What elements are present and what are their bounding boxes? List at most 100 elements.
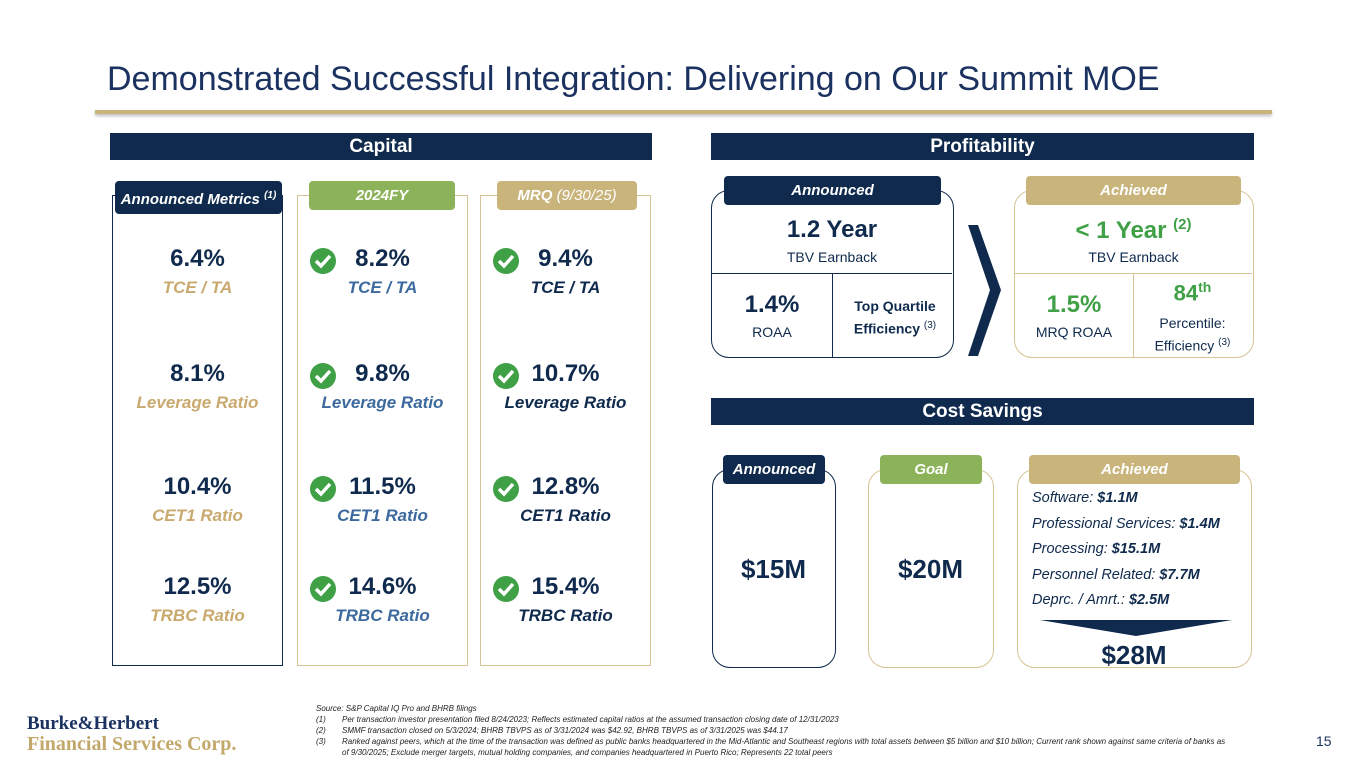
footnote-text: Per transaction investor presentation fi… (342, 715, 839, 724)
check-icon (493, 363, 519, 389)
source: Source: S&P Capital IQ Pro and BHRB fili… (316, 704, 477, 713)
value: $15M (740, 554, 807, 584)
headline: < 1 Year (2) (1015, 216, 1252, 245)
footnote-text: Ranked against peers, which at the time … (342, 737, 1226, 757)
metric-value: 9.8% (355, 360, 410, 387)
text: 84 (1173, 280, 1199, 306)
text: Percentile: Efficiency (1154, 315, 1226, 354)
item-label: Professional Services: (1032, 515, 1176, 532)
label: ROAA (752, 324, 792, 340)
saving-item: Personnel Related: $7.7M (1032, 567, 1220, 593)
saving-item: Software: $1.1M (1032, 490, 1220, 516)
footnote-num: (1) (316, 715, 326, 724)
tab-label: Announced Metrics (120, 191, 260, 208)
metric-value: 12.8% (531, 473, 600, 500)
divider (832, 273, 833, 357)
footnote-num: (2) (316, 726, 326, 735)
metric-label: TRBC Ratio (335, 606, 430, 625)
note: (3) (923, 320, 937, 331)
check-icon (310, 576, 336, 602)
footnote: (1) Per transaction investor presentation… (316, 714, 1226, 725)
arrow (1040, 620, 1232, 636)
footnote: (2) SMMF transaction closed on 5/3/2024; … (316, 725, 1226, 736)
footnote-num: (3) (316, 737, 326, 746)
item-value: $1.1M (1097, 490, 1138, 506)
metric-value: 10.7% (531, 360, 600, 387)
tab: Achieved (1026, 176, 1241, 205)
check-icon (493, 248, 519, 274)
metric-label: Leverage Ratio (504, 393, 627, 412)
note: (1) (264, 190, 277, 201)
check-icon (493, 476, 519, 502)
achieved-box: < 1 Year (2) TBV Earnback 1.5% MRQ ROAA … (1014, 190, 1254, 358)
profitability-header: Profitability (711, 133, 1254, 160)
metric-label: TRBC Ratio (150, 606, 245, 625)
title-rule (95, 110, 1272, 114)
page-number: 15 (1316, 733, 1332, 749)
value: $20M (897, 554, 964, 584)
metric-value: 11.5% (349, 473, 416, 500)
check-icon (310, 476, 336, 502)
item-label: Processing: (1032, 541, 1108, 557)
saving-item: Deprc. / Amrt.: $2.5M (1032, 592, 1220, 618)
column-tab: MRQ (9/30/25) (497, 181, 637, 210)
item-label: Personnel Related: (1032, 566, 1156, 583)
saving-item: Professional Services: $1.4M (1032, 516, 1220, 542)
label: Top Quartile Efficiency (3) (840, 296, 950, 339)
column-tab: Announced Metrics (1) (115, 181, 282, 214)
headline-sub: TBV Earnback (1088, 249, 1179, 265)
headline: 1.2 Year (786, 216, 878, 243)
value: 1.5% (1046, 291, 1102, 318)
title: Demonstrated Successful Integration: Del… (107, 60, 1160, 98)
metric-label: Leverage Ratio (136, 393, 259, 412)
text: Top Quartile Efficiency (853, 298, 936, 337)
metric-label: CET1 Ratio (337, 506, 428, 525)
metric-value: 8.2% (355, 245, 410, 272)
list: Software: $1.1M Professional Services: $1… (1032, 490, 1220, 618)
check-icon (310, 363, 336, 389)
arrow (968, 225, 1001, 356)
tab: Goal (880, 455, 982, 484)
suffix: th (1198, 279, 1212, 295)
footnote-text: SMMF transaction closed on 5/3/2024; BHR… (342, 726, 788, 735)
metric-value: 10.4% (163, 473, 232, 500)
label: MRQ ROAA (1035, 324, 1113, 340)
metric-value: 9.4% (538, 245, 593, 272)
metric-value: 8.1% (170, 360, 225, 387)
total: $28M (1101, 640, 1167, 670)
achieved-box: Software: $1.1M Professional Services: $1… (1017, 469, 1252, 670)
goal-box: $20M (868, 469, 994, 668)
announced-box: 1.2 Year TBV Earnback 1.4% ROAA Top Quar… (711, 190, 954, 358)
check-icon (310, 248, 336, 274)
headline-sub: TBV Earnback (786, 249, 878, 265)
metric-value: 6.4% (170, 245, 225, 272)
logo-line1: Burke&Herbert (27, 713, 159, 734)
value: 84th (1133, 279, 1252, 306)
metric-value: 15.4% (531, 573, 600, 600)
metric-label: TCE / TA (347, 278, 418, 297)
item-value: $1.4M (1179, 515, 1220, 532)
metric-label: TCE / TA (530, 278, 601, 297)
text: < 1 Year (1075, 217, 1167, 244)
tab: Announced (723, 455, 825, 484)
metric-label: CET1 Ratio (520, 506, 611, 525)
metric-label: Leverage Ratio (321, 393, 444, 412)
metric-label: CET1 Ratio (152, 506, 243, 525)
item-value: $2.5M (1128, 592, 1170, 608)
value: 1.4% (744, 291, 800, 318)
item-value: $15.1M (1111, 541, 1161, 557)
logo-line2: Financial Services Corp. (27, 733, 237, 755)
metric-label: TCE / TA (162, 278, 233, 297)
tab-label: MRQ (517, 187, 553, 204)
label: Percentile: Efficiency (3) (1145, 313, 1240, 356)
footnote: (3) Ranked against peers, which at the ti… (316, 736, 1226, 758)
metric-label: TRBC Ratio (518, 606, 613, 625)
footnotes: (1) Per transaction investor presentation… (316, 714, 1226, 758)
item-label: Deprc. / Amrt.: (1032, 592, 1125, 608)
cost-savings-header: Cost Savings (711, 398, 1254, 425)
column-tab: 2024FY (309, 181, 455, 210)
announced-box: $15M (712, 469, 836, 668)
divider (1133, 273, 1134, 357)
item-value: $7.7M (1159, 566, 1200, 583)
